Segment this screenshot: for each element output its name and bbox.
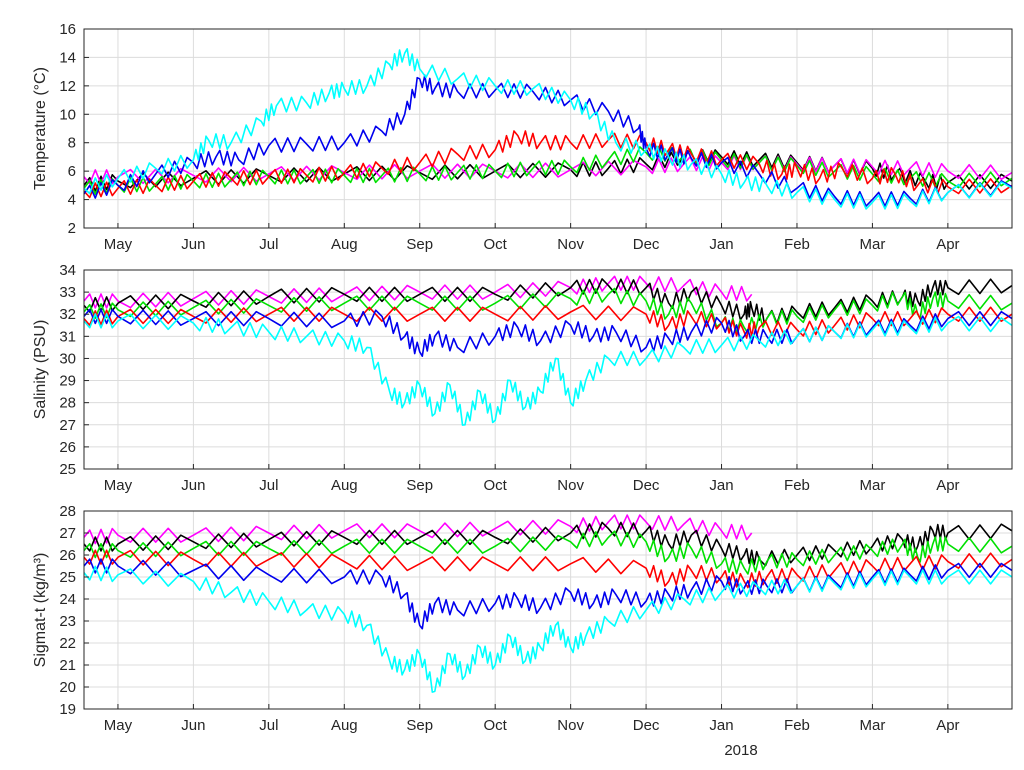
sigma-t-series-line-2 (84, 521, 1012, 567)
temperature-series-line-3 (84, 145, 1012, 195)
sigma-t-y-tick-label: 27 (59, 525, 76, 542)
sigma-t-axes-frame (83, 510, 1013, 710)
salinity-y-tick-label: 29 (59, 373, 76, 390)
sigma-t-x-tick-label-mar: Mar (860, 717, 886, 734)
salinity-y-tick-label: 31 (59, 328, 76, 345)
salinity-y-tick-label: 30 (59, 350, 76, 367)
temperature-y-tick-label: 14 (59, 49, 76, 66)
salinity-x-tick-label-mar: Mar (860, 477, 886, 494)
temperature-x-tick-label-nov: Nov (557, 236, 584, 253)
temperature-series-line-2 (84, 154, 1012, 185)
salinity-y-tick-label: 25 (59, 461, 76, 478)
sigma-t-y-tick-label: 23 (59, 613, 76, 630)
temperature-x-tick-label-dec: Dec (633, 236, 660, 253)
temperature-y-tick-label: 2 (68, 220, 76, 237)
salinity-y-tick-label: 32 (59, 306, 76, 323)
temperature-series-line-5 (84, 74, 1012, 207)
sigma-t-x-tick-label-apr: Apr (936, 717, 959, 734)
temperature-x-tick-label-mar: Mar (860, 236, 886, 253)
temperature-axes-frame (83, 28, 1013, 229)
temperature-x-tick-label-sep: Sep (406, 236, 433, 253)
salinity-y-tick-label: 27 (59, 417, 76, 434)
sigma-t-x-tick-label-dec: Dec (633, 717, 660, 734)
sigma-t-series-line-3 (84, 530, 1012, 575)
sigma-t-series-line-4 (84, 549, 1012, 589)
sigma-t-y-tick-label: 25 (59, 569, 76, 586)
temperature-y-tick-label: 4 (68, 192, 76, 209)
sigma-t-panel: 19 20 21 22 23 24 25 26 27 28 May Jun Jul Aug Sep Oct No… (32, 503, 1013, 734)
temperature-x-tick-label-feb: Feb (784, 236, 810, 253)
temperature-x-tick-label-aug: Aug (331, 236, 358, 253)
salinity-x-tick-label-nov: Nov (557, 477, 584, 494)
sigma-t-x-tick-label-jan: Jan (709, 717, 733, 734)
temperature-x-tick-label-oct: Oct (484, 236, 508, 253)
sigma-t-x-tick-label-sep: Sep (406, 717, 433, 734)
salinity-x-tick-label-jan: Jan (709, 477, 733, 494)
salinity-y-tick-label: 28 (59, 395, 76, 412)
temperature-y-tick-label: 16 (59, 21, 76, 38)
salinity-x-tick-label-apr: Apr (936, 477, 959, 494)
salinity-series-group (84, 275, 1012, 426)
temperature-y-tick-label: 12 (59, 78, 76, 95)
sigma-t-y-tick-label: 21 (59, 657, 76, 674)
temperature-x-tick-label-apr: Apr (936, 236, 959, 253)
salinity-x-tick-label-aug: Aug (331, 477, 358, 494)
sigma-t-y-tick-label: 26 (59, 547, 76, 564)
sigma-t-y-axis-label: Sigmat-t (kg/m³) (32, 553, 49, 668)
salinity-series-line-4 (84, 304, 1012, 339)
salinity-y-tick-label: 26 (59, 439, 76, 456)
sigma-t-x-tick-label-jun: Jun (181, 717, 205, 734)
temperature-x-tick-label-jan: Jan (709, 236, 733, 253)
sigma-t-x-tick-label-may: May (104, 717, 133, 734)
sigma-t-y-tick-label: 28 (59, 503, 76, 520)
temperature-y-tick-label: 8 (68, 135, 76, 152)
temperature-x-tick-label-jul: Jul (259, 236, 278, 253)
sigma-t-x-tick-label-aug: Aug (331, 717, 358, 734)
temperature-y-tick-label: 10 (59, 106, 76, 123)
sigma-t-y-tick-label: 19 (59, 701, 76, 718)
sigma-t-series-line-5 (84, 558, 1012, 630)
temperature-y-axis-label: Temperature (°C) (32, 67, 49, 190)
sigma-t-series-line-6 (84, 565, 1012, 693)
salinity-x-tick-label-jun: Jun (181, 477, 205, 494)
temperature-series-line-6 (84, 48, 1012, 210)
salinity-x-tick-label-feb: Feb (784, 477, 810, 494)
salinity-series-line-6 (84, 313, 1012, 426)
salinity-x-tick-label-jul: Jul (259, 477, 278, 494)
sigma-t-y-tick-label: 22 (59, 635, 76, 652)
x-axis-year-label: 2018 (724, 742, 757, 759)
sigma-t-x-tick-label-nov: Nov (557, 717, 584, 734)
sigma-t-y-tick-label: 20 (59, 679, 76, 696)
sigma-t-y-tick-label: 24 (59, 591, 76, 608)
salinity-panel: 25 26 27 28 29 30 31 32 33 34 May Jun Jul Aug Sep Oct No… (32, 262, 1013, 494)
salinity-x-tick-label-sep: Sep (406, 477, 433, 494)
sigma-t-x-tick-label-jul: Jul (259, 717, 278, 734)
salinity-y-tick-label: 34 (59, 262, 76, 279)
salinity-y-tick-label: 33 (59, 284, 76, 301)
salinity-y-axis-label: Salinity (PSU) (32, 320, 49, 420)
temperature-series-group (84, 48, 1012, 210)
temperature-panel: 2 4 6 8 10 12 14 16 May Jun Jul Aug Sep Oct Nov Dec Jan F… (32, 21, 1013, 253)
salinity-axes-frame (83, 269, 1013, 470)
sigma-t-series-group (84, 514, 1012, 693)
salinity-series-line-2 (84, 278, 1012, 325)
temperature-series-line-4 (84, 130, 1012, 199)
sigma-t-series-line-1 (84, 514, 753, 545)
sigma-t-x-tick-label-feb: Feb (784, 717, 810, 734)
sigma-t-x-tick-label-oct: Oct (484, 717, 508, 734)
salinity-x-tick-label-may: May (104, 477, 133, 494)
temperature-y-tick-label: 6 (68, 163, 76, 180)
salinity-x-tick-label-oct: Oct (484, 477, 508, 494)
salinity-series-line-1 (84, 275, 753, 309)
temperature-x-tick-label-jun: Jun (181, 236, 205, 253)
salinity-x-tick-label-dec: Dec (633, 477, 660, 494)
salinity-series-line-3 (84, 287, 1012, 334)
temperature-x-tick-label-may: May (104, 236, 133, 253)
